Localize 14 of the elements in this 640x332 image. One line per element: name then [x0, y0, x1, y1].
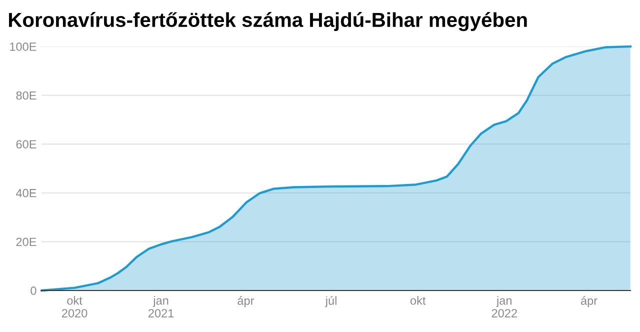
chart-title: Koronavírus-fertőzöttek száma Hajdú-Bihar megyében — [9, 12, 527, 32]
y-tick-label: 60E — [16, 140, 36, 148]
x-tick-label: jan 2022 — [492, 296, 517, 318]
y-tick-label: 100E — [10, 42, 36, 51]
y-tick-label: 20E — [16, 238, 36, 246]
x-tick-label: ápr — [580, 296, 598, 308]
x-tick-label: jan 2021 — [148, 296, 174, 318]
x-tick-label: ápr — [238, 296, 254, 308]
y-tick-label: 0 — [30, 286, 36, 295]
y-tick-label: 40E — [16, 188, 36, 198]
x-tick-label: okt 2020 — [62, 296, 88, 318]
x-tick-label: júl — [325, 296, 336, 308]
y-tick-label: 80E — [16, 91, 36, 100]
x-tick-label: okt — [410, 296, 426, 305]
